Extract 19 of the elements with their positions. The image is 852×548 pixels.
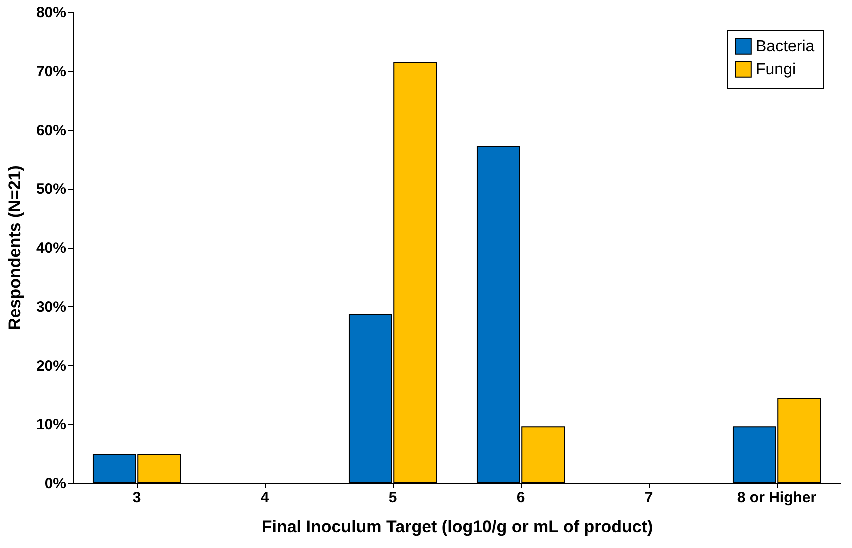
y-tick-label: 30% (36, 298, 66, 316)
x-axis-title: Final Inoculum Target (log10/g or mL of product) (262, 518, 654, 536)
y-tick-label: 0% (44, 476, 66, 492)
x-tick-label: 8 or Higher (737, 490, 817, 506)
x-tick-label: 4 (260, 490, 270, 506)
y-axis-title: Respondents (N=21) (5, 166, 24, 330)
y-tick-label: 20% (36, 358, 66, 375)
x-tick-label: 5 (388, 490, 398, 506)
y-tick-label: 80% (36, 4, 66, 22)
y-tick-label: 10% (36, 416, 66, 434)
y-tick-label: 40% (36, 240, 66, 257)
x-tick-label: 3 (132, 490, 142, 506)
y-tick-label: 60% (36, 122, 66, 140)
legend-label: Fungi (756, 62, 796, 78)
y-tick-label: 70% (36, 63, 66, 80)
y-tick-label: 50% (36, 181, 66, 198)
x-tick-label: 7 (644, 490, 654, 506)
x-tick-label: 6 (516, 490, 526, 506)
legend-label: Bacteria (756, 38, 815, 56)
